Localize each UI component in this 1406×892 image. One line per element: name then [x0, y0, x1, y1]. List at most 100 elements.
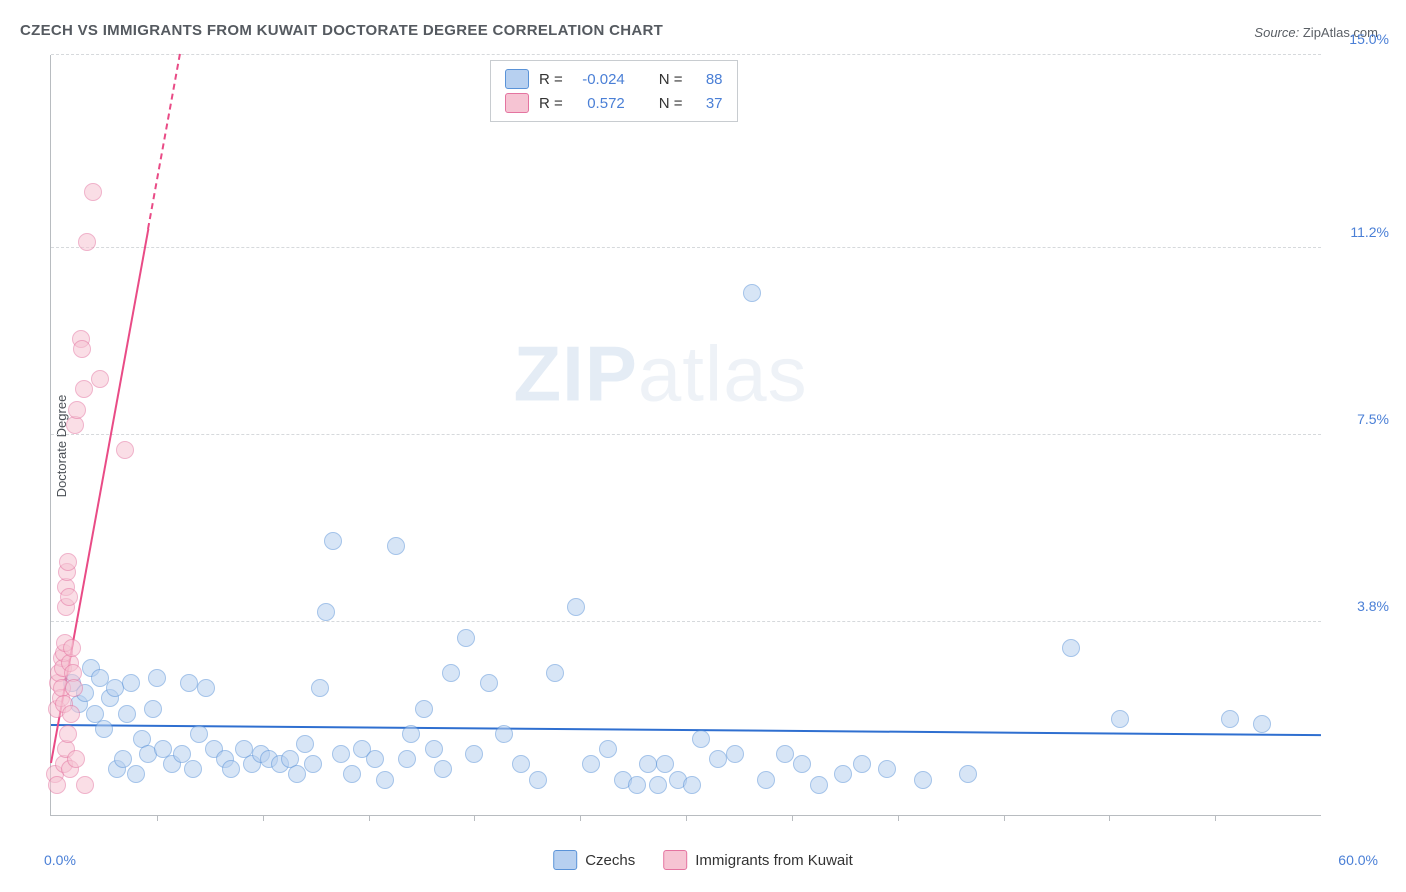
series-legend: Czechs Immigrants from Kuwait [553, 850, 853, 870]
data-point [709, 750, 727, 768]
data-point [65, 679, 83, 697]
data-point [1253, 715, 1271, 733]
x-tick [369, 815, 370, 821]
y-tick-label: 11.2% [1329, 224, 1389, 240]
data-point [78, 233, 96, 251]
data-point [59, 553, 77, 571]
legend-item: Czechs [553, 850, 635, 870]
data-point [683, 776, 701, 794]
data-point [425, 740, 443, 758]
data-point [148, 669, 166, 687]
data-point [304, 755, 322, 773]
data-point [639, 755, 657, 773]
data-point [190, 725, 208, 743]
data-point [743, 284, 761, 302]
legend-r-value: -0.024 [573, 71, 625, 88]
data-point [726, 745, 744, 763]
data-point [197, 679, 215, 697]
data-point [114, 750, 132, 768]
data-point [776, 745, 794, 763]
data-point [1062, 639, 1080, 657]
data-point [529, 771, 547, 789]
data-point [91, 370, 109, 388]
data-point [288, 765, 306, 783]
data-point [332, 745, 350, 763]
x-tick [1215, 815, 1216, 821]
legend-n-label: N = [659, 71, 683, 88]
data-point [1111, 710, 1129, 728]
data-point [62, 705, 80, 723]
y-tick-label: 15.0% [1329, 31, 1389, 47]
legend-n-value: 88 [693, 71, 723, 88]
legend-row: R =0.572N =37 [505, 91, 723, 115]
data-point [387, 537, 405, 555]
correlation-legend: R =-0.024N =88R =0.572N =37 [490, 60, 738, 122]
data-point [106, 679, 124, 697]
legend-row: R = -0.024 N = 88 [505, 67, 723, 91]
data-point [628, 776, 646, 794]
legend-r-label: R = [539, 71, 563, 88]
x-tick [792, 815, 793, 821]
data-point [878, 760, 896, 778]
legend-series-name: Czechs [585, 852, 635, 869]
data-point [67, 750, 85, 768]
watermark: ZIPatlas [514, 329, 808, 420]
y-tick-label: 7.5% [1329, 411, 1389, 427]
data-point [567, 598, 585, 616]
x-axis-end-label: 60.0% [1338, 852, 1378, 868]
data-point [116, 441, 134, 459]
data-point [599, 740, 617, 758]
data-point [222, 760, 240, 778]
data-point [512, 755, 530, 773]
data-point [73, 340, 91, 358]
data-point [914, 771, 932, 789]
data-point [118, 705, 136, 723]
data-point [366, 750, 384, 768]
data-point [793, 755, 811, 773]
legend-r-label: R = [539, 95, 563, 112]
data-point [122, 674, 140, 692]
x-tick [1004, 815, 1005, 821]
scatter-plot: ZIPatlas 3.8%7.5%11.2%15.0% [50, 55, 1321, 816]
data-point [48, 776, 66, 794]
data-point [649, 776, 667, 794]
data-point [59, 725, 77, 743]
data-point [76, 776, 94, 794]
data-point [434, 760, 452, 778]
x-axis-start-label: 0.0% [44, 852, 76, 868]
data-point [343, 765, 361, 783]
legend-series-name: Immigrants from Kuwait [695, 852, 853, 869]
data-point [311, 679, 329, 697]
legend-n-value: 37 [693, 95, 723, 112]
data-point [75, 380, 93, 398]
data-point [184, 760, 202, 778]
gridline [51, 247, 1321, 248]
legend-swatch [663, 850, 687, 870]
data-point [442, 664, 460, 682]
x-tick [474, 815, 475, 821]
watermark-light: atlas [638, 330, 808, 418]
data-point [60, 588, 78, 606]
watermark-bold: ZIP [514, 330, 638, 418]
data-point [495, 725, 513, 743]
data-point [68, 401, 86, 419]
data-point [63, 639, 81, 657]
data-point [317, 603, 335, 621]
legend-swatch [553, 850, 577, 870]
x-tick [157, 815, 158, 821]
data-point [480, 674, 498, 692]
data-point [415, 700, 433, 718]
legend-r-value: 0.572 [573, 95, 625, 112]
data-point [127, 765, 145, 783]
data-point [810, 776, 828, 794]
chart-title: CZECH VS IMMIGRANTS FROM KUWAIT DOCTORAT… [20, 22, 663, 39]
source-label: Source: [1254, 25, 1299, 40]
data-point [457, 629, 475, 647]
data-point [324, 532, 342, 550]
data-point [84, 183, 102, 201]
gridline [51, 434, 1321, 435]
gridline [51, 54, 1321, 55]
data-point [402, 725, 420, 743]
data-point [959, 765, 977, 783]
data-point [398, 750, 416, 768]
